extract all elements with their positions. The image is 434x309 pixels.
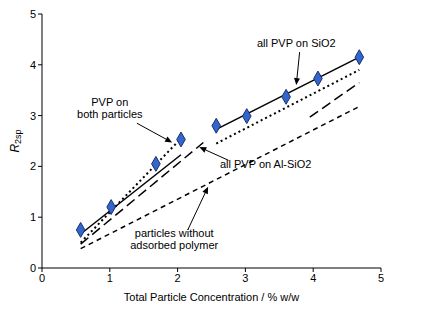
- svg-text:4: 4: [310, 272, 316, 284]
- svg-text:all PVP on Al-SiO2: all PVP on Al-SiO2: [220, 158, 312, 170]
- svg-text:3: 3: [30, 110, 36, 122]
- svg-text:2: 2: [175, 272, 181, 284]
- svg-text:2: 2: [30, 160, 36, 172]
- svg-text:1: 1: [30, 211, 36, 223]
- svg-text:0: 0: [39, 272, 45, 284]
- svg-text:1: 1: [107, 272, 113, 284]
- svg-text:5: 5: [30, 8, 36, 20]
- svg-text:PVP onboth particles: PVP onboth particles: [77, 96, 143, 120]
- svg-text:0: 0: [30, 262, 36, 274]
- svg-text:4: 4: [30, 59, 36, 71]
- svg-text:particles withoutadsorbed poly: particles withoutadsorbed polymer: [130, 227, 218, 251]
- svg-text:R2sp: R2sp: [8, 129, 23, 152]
- svg-text:3: 3: [242, 272, 248, 284]
- svg-text:all PVP on SiO2: all PVP on SiO2: [257, 37, 336, 49]
- svg-text:Total Particle Concentration /: Total Particle Concentration / % w/w: [124, 291, 300, 301]
- svg-text:5: 5: [378, 272, 384, 284]
